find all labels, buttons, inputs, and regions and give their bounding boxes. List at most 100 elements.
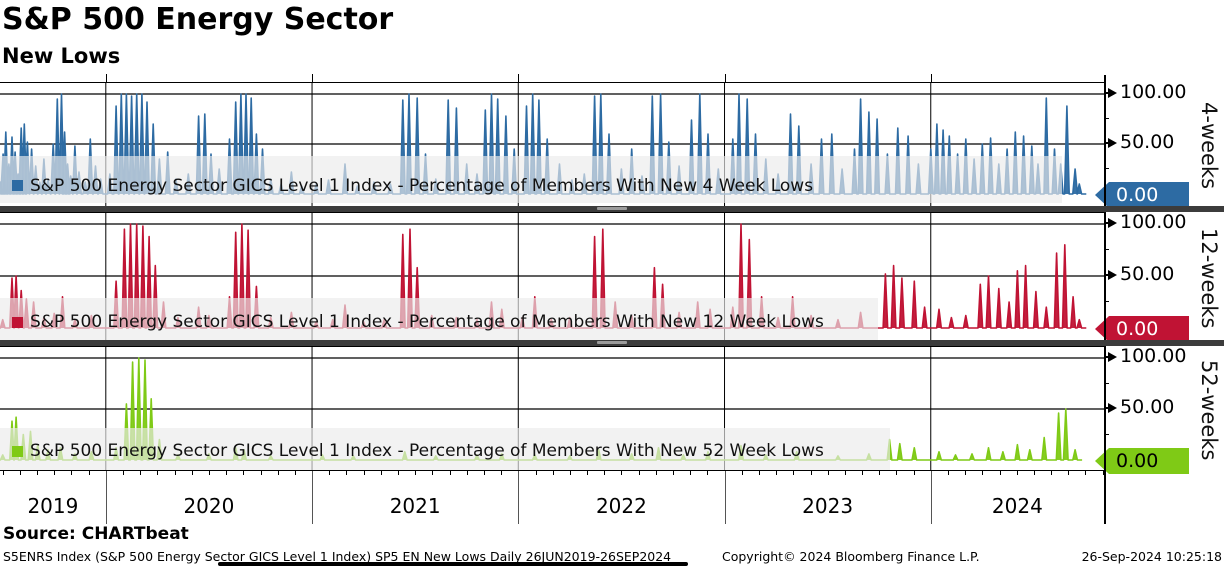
legend-label-4-weeks: S&P 500 Energy Sector GICS Level 1 Index… xyxy=(30,175,814,196)
y-tick xyxy=(1104,356,1110,358)
footer-copyright: Copyright© 2024 Bloomberg Finance L.P. xyxy=(722,549,980,564)
y-tick-label: 100.00 xyxy=(1120,345,1187,367)
x-axis-year-label: 2019 xyxy=(27,494,79,518)
axis-tick xyxy=(552,470,554,475)
last-value-tag-4-weeks: 0.00 xyxy=(1095,182,1189,208)
panel-label-52-weeks: 52-weeks xyxy=(1197,359,1221,461)
axis-tick xyxy=(105,74,107,82)
year-divider xyxy=(724,470,726,524)
axis-tick xyxy=(191,470,193,475)
axis-tick xyxy=(776,470,778,475)
panel-resize-handle[interactable] xyxy=(597,341,627,344)
axis-tick xyxy=(810,470,812,475)
axis-tick xyxy=(1033,470,1035,475)
panel-resize-handle[interactable] xyxy=(597,207,627,210)
source-label: Source: CHARTbeat xyxy=(3,524,189,544)
y-tick-label: 100.00 xyxy=(1120,211,1187,233)
y-tick xyxy=(1104,92,1110,94)
axis-tick xyxy=(243,470,245,475)
axis-tick xyxy=(466,470,468,475)
axis-tick xyxy=(947,470,949,475)
page-subtitle: New Lows xyxy=(2,44,121,68)
legend-item-4-weeks[interactable]: S&P 500 Energy Sector GICS Level 1 Index… xyxy=(0,156,1062,203)
axis-tick xyxy=(518,74,520,82)
last-value-text: 0.00 xyxy=(1116,318,1159,340)
y-minor-tick xyxy=(1104,301,1109,302)
y-tick-arrow-icon xyxy=(1108,352,1117,362)
x-axis-year-label: 2022 xyxy=(595,494,647,518)
axis-tick xyxy=(724,74,726,82)
axis-tick xyxy=(71,470,73,475)
y-tick-arrow-icon xyxy=(1108,138,1117,148)
legend-item-12-weeks[interactable]: S&P 500 Energy Sector GICS Level 1 Index… xyxy=(0,298,878,341)
axis-tick xyxy=(501,470,503,475)
axis-tick xyxy=(793,470,795,475)
x-axis-year-label: 2023 xyxy=(802,494,854,518)
axis-tick xyxy=(879,470,881,475)
y-minor-tick xyxy=(1104,118,1109,119)
axis-tick xyxy=(123,470,124,475)
y-tick xyxy=(1104,407,1110,409)
axis-tick xyxy=(930,74,932,82)
y-tick-arrow-icon xyxy=(1108,88,1117,98)
panel-12-weeks: S&P 500 Energy Sector GICS Level 1 Index… xyxy=(0,212,1104,341)
axis-tick xyxy=(1051,470,1053,475)
axis-tick xyxy=(690,470,692,475)
axis-tick xyxy=(913,470,915,475)
axis-tick xyxy=(604,470,606,475)
panel-label-12-weeks: 12-weeks xyxy=(1197,227,1221,329)
axis-tick xyxy=(346,470,348,475)
y-minor-tick xyxy=(1104,433,1109,435)
axis-tick xyxy=(1085,470,1087,475)
axis-tick xyxy=(844,470,846,475)
axis-tick xyxy=(655,470,657,475)
axis-tick xyxy=(312,74,314,82)
x-axis-year-label: 2024 xyxy=(991,494,1043,518)
axis-tick xyxy=(174,470,176,475)
axis-tick xyxy=(1016,470,1018,475)
last-value-text: 0.00 xyxy=(1116,450,1159,472)
axis-tick xyxy=(569,470,571,475)
axis-tick xyxy=(88,470,90,475)
axis-tick xyxy=(140,470,142,475)
axis-tick xyxy=(535,470,537,475)
axis-tick xyxy=(1102,470,1104,475)
axis-tick xyxy=(380,470,382,475)
panel-52-weeks: S&P 500 Energy Sector GICS Level 1 Index… xyxy=(0,346,1104,471)
panel-label-4-weeks: 4-weeks xyxy=(1197,102,1221,190)
axis-tick xyxy=(260,470,262,475)
axis-tick xyxy=(673,470,674,475)
panel-separator xyxy=(0,206,1224,212)
legend-label-52-weeks: S&P 500 Energy Sector GICS Level 1 Index… xyxy=(30,441,824,461)
legend-marker-52-weeks xyxy=(12,445,23,457)
axis-tick xyxy=(707,470,709,475)
y-tick-arrow-icon xyxy=(1108,270,1117,280)
y-tick xyxy=(1104,222,1110,224)
axis-tick xyxy=(449,470,451,475)
axis-tick xyxy=(827,470,829,475)
legend-item-52-weeks[interactable]: S&P 500 Energy Sector GICS Level 1 Index… xyxy=(0,428,890,471)
axis-tick xyxy=(621,470,623,475)
scrollbar-thumb[interactable] xyxy=(218,562,688,566)
panel-separator xyxy=(0,340,1224,346)
axis-tick xyxy=(19,470,21,475)
panel-4-weeks: S&P 500 Energy Sector GICS Level 1 Index… xyxy=(0,82,1104,207)
last-value-tag-12-weeks: 0.00 xyxy=(1095,316,1189,342)
year-divider xyxy=(930,470,932,524)
footer-ticker-info: S5ENRS Index (S&P 500 Energy Sector GICS… xyxy=(3,549,672,564)
x-axis-year-label: 2020 xyxy=(183,494,235,518)
y-tick-arrow-icon xyxy=(1108,403,1117,413)
year-divider xyxy=(312,470,314,524)
y-minor-tick xyxy=(1104,249,1109,250)
axis-tick xyxy=(363,470,365,475)
legend-marker-12-weeks xyxy=(12,316,23,328)
right-axis-line xyxy=(1104,75,1106,524)
axis-tick xyxy=(587,470,588,475)
axis-tick xyxy=(999,470,1001,475)
axis-tick xyxy=(862,470,863,475)
axis-tick xyxy=(965,470,967,475)
last-value-text: 0.00 xyxy=(1116,184,1159,206)
y-minor-tick xyxy=(1104,168,1109,169)
x-axis-year-label: 2021 xyxy=(389,494,441,518)
